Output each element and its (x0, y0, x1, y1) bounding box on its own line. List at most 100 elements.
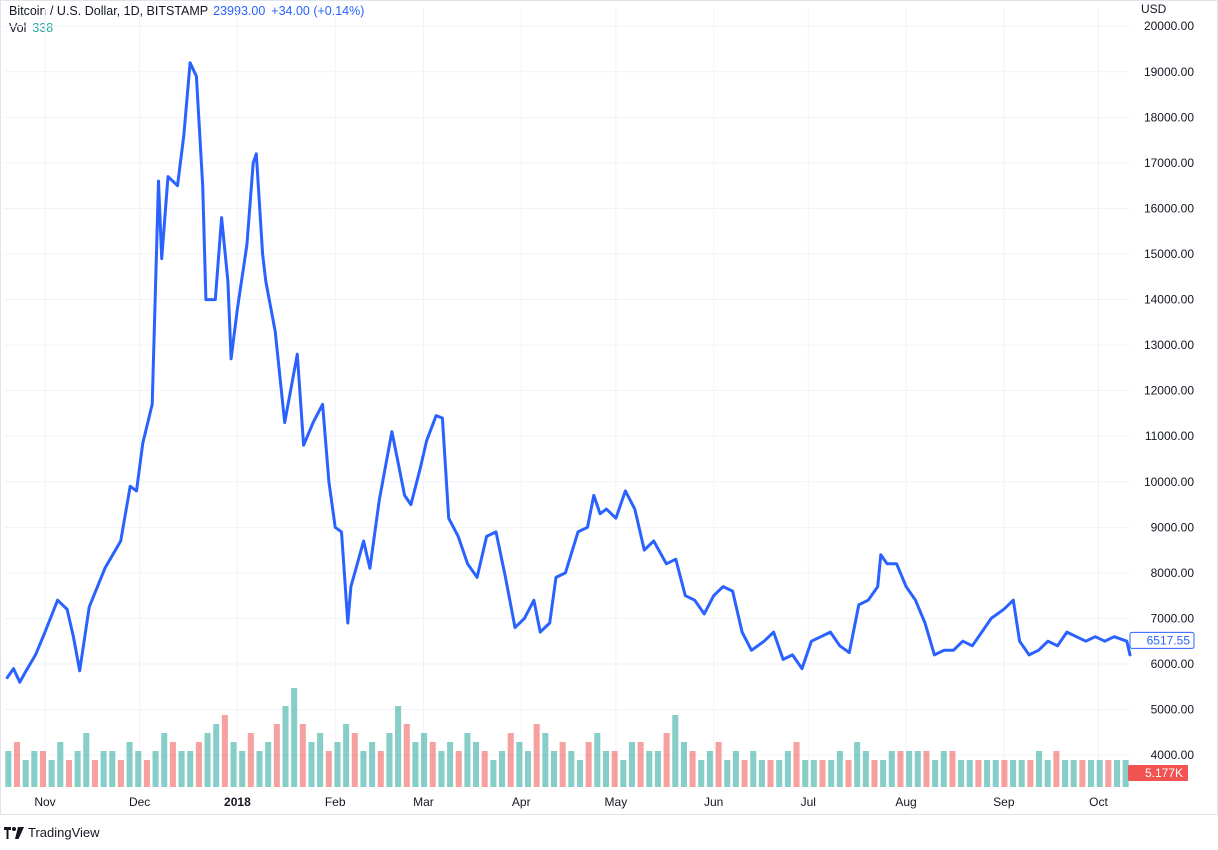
volume-bar (1010, 760, 1017, 787)
volume-bar (5, 751, 12, 787)
volume-bar (680, 742, 687, 787)
y-tick-label: 14000.00 (1144, 293, 1194, 307)
price-change: +34.00 (+0.14%) (271, 4, 365, 18)
volume-bar (784, 751, 791, 787)
volume-bar (550, 751, 558, 787)
volume-bar (464, 733, 471, 787)
volume-label: Vol (9, 21, 27, 35)
volume-bar (117, 760, 124, 787)
y-tick-label: 4000.00 (1151, 748, 1195, 762)
volume-bar (810, 760, 817, 787)
volume-bar (386, 733, 393, 787)
volume-bar (1044, 760, 1051, 787)
volume-bar (22, 760, 29, 787)
x-tick-label: May (605, 795, 628, 809)
volume-value: 338 (32, 21, 54, 35)
volume-bar (620, 760, 627, 787)
currency-label[interactable]: USD (1141, 2, 1167, 16)
volume-bar (975, 760, 982, 787)
volume-bar (1001, 760, 1008, 787)
volume-bar (871, 760, 878, 787)
volume-bar (854, 742, 861, 787)
volume-bar (958, 760, 965, 787)
volume-bar (992, 760, 999, 787)
x-tick-label: Dec (129, 795, 150, 809)
volume-bar (793, 742, 800, 787)
chart-frame (0, 0, 1218, 815)
volume-bar (1105, 760, 1112, 787)
y-tick-label: 7000.00 (1151, 611, 1195, 625)
y-tick-label: 20000.00 (1144, 19, 1194, 33)
price-line-layer (5, 61, 1132, 684)
volume-bar (1018, 760, 1025, 787)
volume-bar (282, 706, 289, 787)
volume-bar (767, 760, 774, 787)
volume-bar (187, 751, 194, 787)
y-tick-label: 5000.00 (1151, 703, 1195, 717)
volume-bar (1062, 760, 1069, 787)
axes: 20000.00 19000.00 18000.00 17000.00 16000.00… (34, 19, 1195, 809)
volume-bar (559, 742, 566, 787)
volume-bar (1087, 760, 1095, 787)
volume-bar (568, 751, 575, 787)
volume-bar (204, 733, 211, 787)
volume-bar (923, 751, 930, 787)
volume-bar (585, 742, 592, 787)
volume-bar (689, 751, 696, 787)
volume-bar (542, 733, 549, 787)
volume-bar (13, 742, 21, 787)
volume-bar (351, 733, 358, 787)
price-badge-label: 6517.55 (1147, 633, 1191, 647)
volume-bars (5, 688, 1129, 787)
volume-bar (65, 760, 72, 787)
volume-bar (473, 742, 480, 787)
volume-bar (949, 751, 956, 787)
x-tick-label: Oct (1089, 795, 1108, 809)
volume-bar (802, 760, 809, 787)
volume-bar (516, 742, 523, 787)
volume-bar (594, 733, 601, 787)
y-tick-label: 19000.00 (1144, 65, 1194, 79)
volume-bar (758, 760, 765, 787)
y-tick-label: 6000.00 (1151, 657, 1195, 671)
y-tick-label: 11000.00 (1145, 429, 1194, 443)
volume-bar (135, 751, 142, 787)
symbol-title[interactable]: Bitcoin / U.S. Dollar, 1D, BITSTAMP (9, 4, 209, 18)
volume-bar (403, 724, 410, 787)
volume-bar (343, 724, 350, 787)
volume-bar (39, 751, 47, 787)
volume-bar (109, 751, 116, 787)
volume-bar (828, 760, 835, 787)
volume-bar (291, 688, 298, 787)
x-tick-label: Aug (895, 795, 916, 809)
volume-bar (299, 724, 306, 787)
tradingview-brand[interactable]: TradingView (4, 825, 100, 840)
volume-bar (395, 706, 402, 787)
volume-bar (1079, 760, 1086, 787)
y-tick-label: 13000.00 (1144, 338, 1194, 352)
volume-badge (1128, 765, 1188, 781)
price-line[interactable] (5, 61, 1132, 684)
volume-bar (265, 742, 272, 787)
volume-bar (602, 751, 610, 787)
volume-bar (507, 733, 514, 787)
volume-bar (369, 742, 376, 787)
volume-bar (637, 742, 644, 787)
volume-bar (741, 760, 748, 787)
volume-bar (576, 760, 584, 787)
volume-bar (1113, 760, 1121, 787)
volume-bar (481, 751, 488, 787)
volume-bar (178, 751, 185, 787)
volume-bar (83, 733, 90, 787)
volume-bar (914, 751, 921, 787)
volume-legend[interactable]: Vol 338 (9, 20, 53, 37)
volume-bar (897, 751, 904, 787)
y-tick-label: 15000.00 (1144, 247, 1194, 261)
x-tick-label: Jun (704, 795, 723, 809)
chart-legend: Bitcoin / U.S. Dollar, 1D, BITSTAMP 23993… (9, 3, 364, 20)
volume-bar (932, 760, 939, 787)
x-tick-label: 2018 (224, 795, 251, 809)
volume-bar (654, 751, 661, 787)
volume-bar (48, 760, 55, 787)
